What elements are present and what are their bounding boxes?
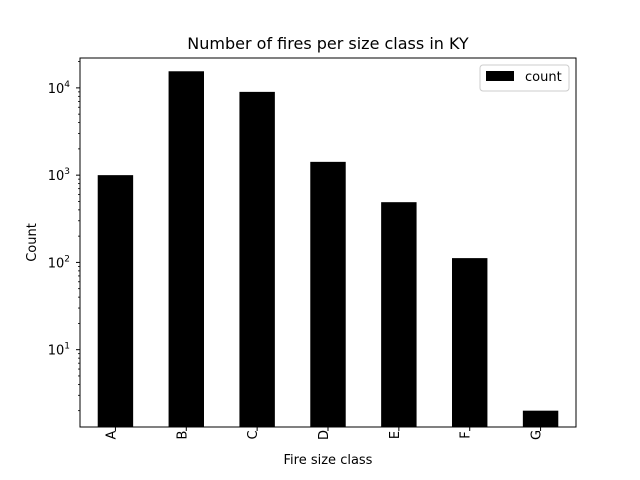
bar-B — [168, 71, 204, 428]
bar-F — [452, 258, 488, 427]
legend-swatch — [486, 71, 514, 81]
x-tick-label: B — [175, 431, 190, 440]
x-tick-label: G — [530, 430, 545, 440]
legend: count — [479, 64, 570, 92]
x-tick-label: A — [104, 430, 119, 439]
bars — [97, 71, 559, 428]
x-axis-label: Fire size class — [284, 453, 373, 468]
bar-D — [310, 161, 346, 428]
bar-G — [522, 410, 559, 427]
y-axis-label: Count — [25, 223, 40, 262]
x-tick-label: D — [317, 430, 332, 440]
chart-title: Number of fires per size class in KY — [187, 34, 469, 53]
bar-A — [97, 175, 134, 427]
x-tick-label: C — [246, 430, 261, 439]
x-axis: A B C D E F G — [104, 427, 545, 440]
bar-C — [239, 91, 275, 428]
legend-label: count — [525, 70, 562, 85]
bar-E — [381, 202, 417, 427]
x-tick-label: E — [388, 431, 403, 439]
x-tick-label: F — [459, 431, 474, 438]
